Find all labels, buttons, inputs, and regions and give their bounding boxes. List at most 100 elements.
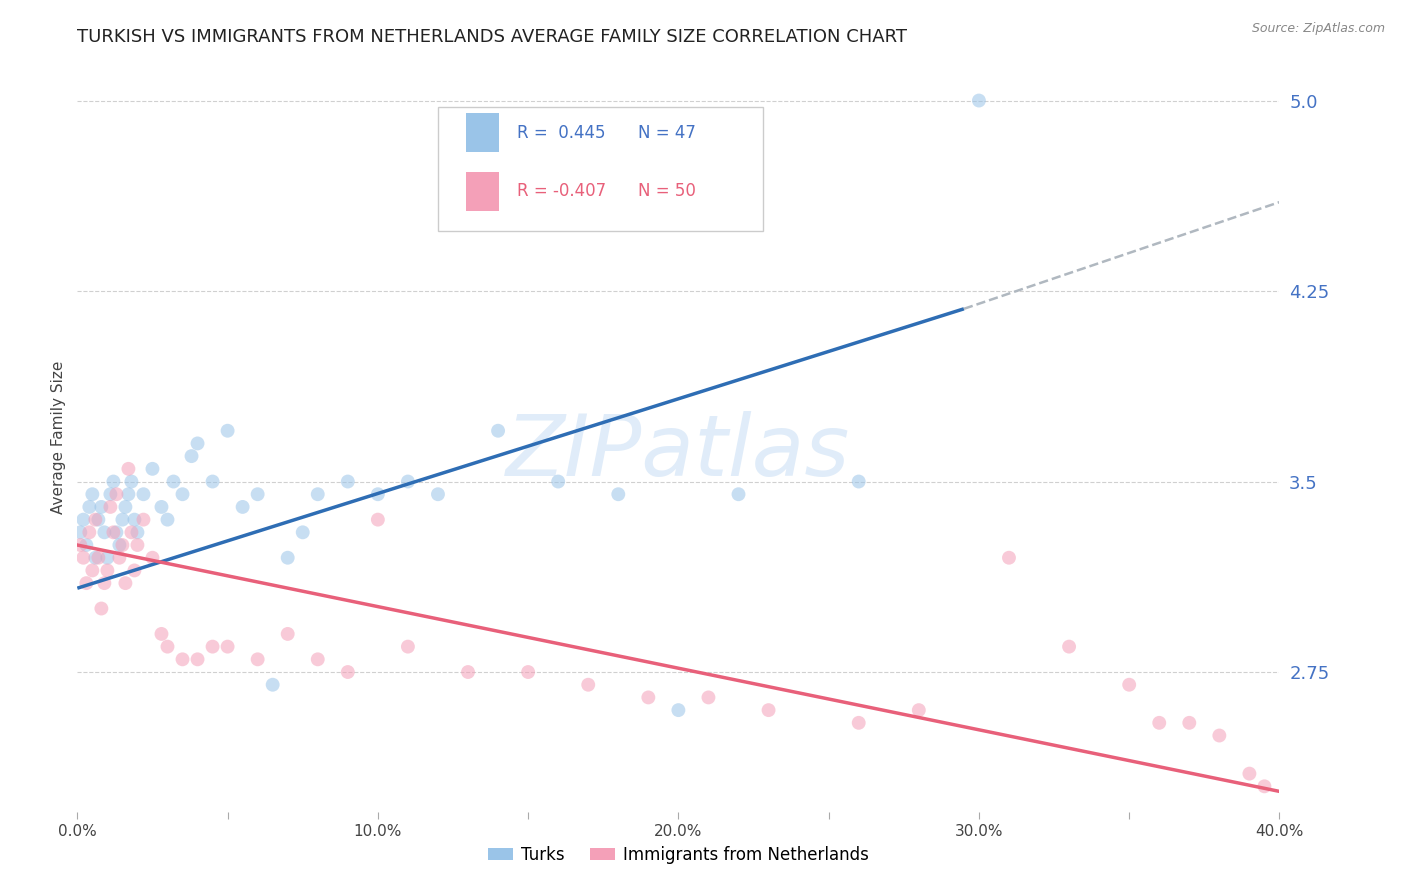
Point [111,538,134,552]
Point [114,500,136,514]
Point [84,550,107,565]
Point [517,665,540,679]
Point [87,550,110,565]
Point [758,703,780,717]
Point [100,500,122,514]
Point [396,475,419,489]
Point [180,449,202,463]
Point [150,500,173,514]
Point [156,640,179,654]
Point [96,563,118,577]
Point [117,487,139,501]
Text: R =  0.445: R = 0.445 [517,124,606,142]
Point [848,715,870,730]
Point [111,513,134,527]
Point [72,513,94,527]
Point [141,462,163,476]
Point [217,640,239,654]
Point [132,487,155,501]
Point [124,563,146,577]
Point [727,487,749,501]
Point [156,513,179,527]
Point [277,627,299,641]
Point [848,475,870,489]
Point [132,513,155,527]
Point [84,513,107,527]
Point [103,525,125,540]
Point [998,550,1021,565]
Point [1208,729,1230,743]
Point [69,538,91,552]
Point [367,513,389,527]
Point [336,665,359,679]
Point [637,690,659,705]
Legend: Turks, Immigrants from Netherlands: Turks, Immigrants from Netherlands [481,839,876,871]
Point [82,563,104,577]
Point [90,601,112,615]
Point [1178,715,1201,730]
Point [246,487,269,501]
Point [90,500,112,514]
Text: N = 47: N = 47 [637,124,696,142]
Point [87,513,110,527]
Point [186,436,209,450]
Point [908,703,931,717]
Point [127,538,149,552]
Point [697,690,720,705]
Point [367,487,389,501]
Point [120,525,142,540]
Point [72,550,94,565]
Point [79,500,101,514]
Point [120,475,142,489]
Text: R = -0.407: R = -0.407 [517,182,606,201]
Point [75,538,97,552]
Point [607,487,630,501]
Point [336,475,359,489]
Point [114,576,136,591]
Point [291,525,314,540]
FancyBboxPatch shape [439,107,762,231]
Point [576,678,599,692]
Point [186,652,209,666]
Text: ZIPatlas: ZIPatlas [506,410,851,493]
Text: Source: ZipAtlas.com: Source: ZipAtlas.com [1251,22,1385,36]
Point [108,538,131,552]
Point [201,640,224,654]
Point [69,525,91,540]
Point [547,475,569,489]
Point [100,487,122,501]
Point [117,462,139,476]
Point [105,525,128,540]
Point [162,475,184,489]
Point [967,94,990,108]
Bar [465,113,499,153]
Point [105,487,128,501]
Bar [465,172,499,211]
Point [668,703,690,717]
Point [1149,715,1171,730]
Point [127,525,149,540]
Point [172,487,194,501]
Point [1253,780,1275,794]
Point [108,550,131,565]
Point [486,424,509,438]
Point [232,500,254,514]
Point [246,652,269,666]
Point [427,487,450,501]
Point [93,576,115,591]
Point [75,576,97,591]
Point [103,475,125,489]
Text: N = 50: N = 50 [637,182,696,201]
Point [217,424,239,438]
Point [124,513,146,527]
Point [79,525,101,540]
Point [307,652,329,666]
Point [396,640,419,654]
Point [277,550,299,565]
Point [1118,678,1140,692]
Point [262,678,284,692]
Point [93,525,115,540]
Text: TURKISH VS IMMIGRANTS FROM NETHERLANDS AVERAGE FAMILY SIZE CORRELATION CHART: TURKISH VS IMMIGRANTS FROM NETHERLANDS A… [77,28,907,45]
Point [172,652,194,666]
Point [1057,640,1080,654]
